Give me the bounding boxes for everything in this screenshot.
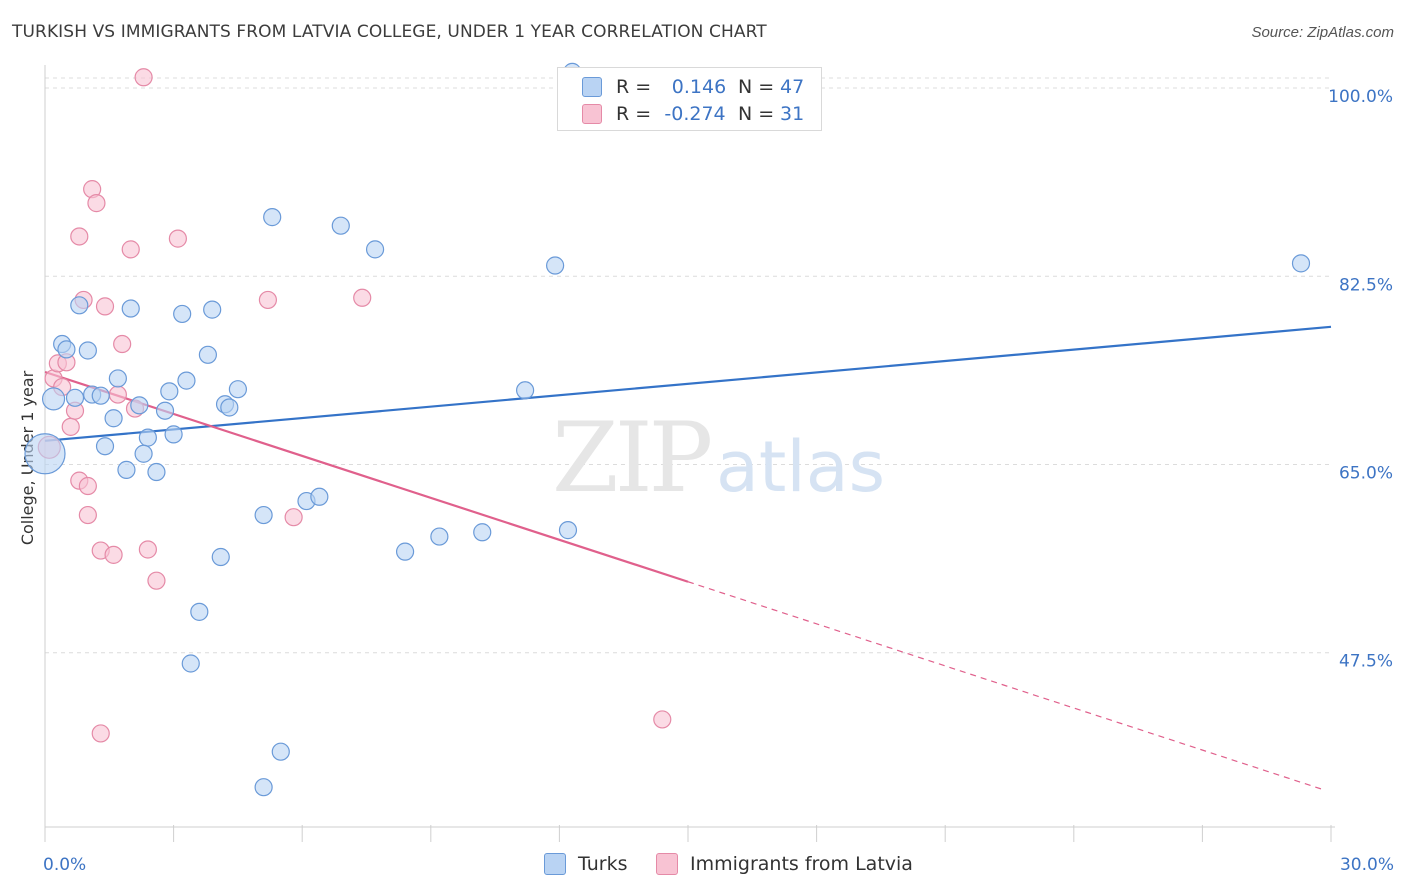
latvia-point	[87, 194, 106, 213]
turks-point	[91, 386, 110, 405]
turks-point	[121, 299, 140, 318]
y-tick-label: 82.5%	[1339, 275, 1393, 295]
turks-point	[473, 523, 492, 542]
latvia-point	[91, 724, 110, 743]
turks-point	[198, 345, 217, 364]
latvia-point	[113, 334, 132, 354]
turks-point	[24, 433, 66, 475]
turks-point	[220, 398, 239, 417]
chart-title: TURKISH VS IMMIGRANTS FROM LATVIA COLLEG…	[12, 22, 767, 42]
turks-point	[177, 371, 196, 390]
turks-trend-line	[44, 325, 1332, 442]
turks-point	[430, 527, 449, 546]
turks-point	[108, 369, 127, 388]
latvia-point	[284, 508, 303, 527]
x-tick-label: 0.0%	[43, 855, 86, 875]
turks-point	[263, 208, 282, 227]
bottom-legend-latvia: Immigrants from Latvia	[656, 852, 913, 876]
legend-row-latvia: R = -0.274 N = 31	[582, 101, 804, 127]
latvia-point	[147, 571, 166, 590]
turks-point	[546, 256, 565, 275]
legend-row-turks: R = 0.146 N = 47	[582, 74, 804, 100]
turks-point	[558, 521, 578, 540]
watermark-zip: ZIP	[552, 402, 711, 514]
latvia-point	[134, 68, 153, 87]
turks-point	[271, 742, 290, 761]
latvia-point	[61, 417, 80, 436]
turks-point	[211, 547, 230, 567]
turks-point	[164, 425, 183, 444]
grid-lines	[45, 77, 1331, 654]
legend-n-value: 31	[780, 103, 805, 125]
turks-point	[134, 444, 153, 463]
latvia-point	[653, 710, 672, 729]
x-tick-label: 30.0%	[1340, 855, 1394, 875]
turks-legend-label: Turks	[578, 853, 628, 875]
latvia-point	[168, 229, 187, 248]
y-tick-label: 65.0%	[1339, 464, 1393, 484]
turks-point	[228, 380, 247, 399]
turks-point	[181, 654, 200, 673]
latvia-point	[353, 288, 372, 307]
turks-point	[70, 296, 89, 315]
turks-point	[203, 300, 222, 319]
latvia-point	[104, 545, 123, 564]
bottom-legend-turks: Turks	[544, 852, 627, 876]
turks-point	[65, 388, 85, 407]
turks-point	[78, 341, 97, 360]
turks-point	[190, 602, 209, 621]
latvia-point	[70, 227, 89, 246]
turks-point	[331, 216, 350, 235]
turks-point	[117, 460, 136, 479]
latvia-point	[108, 385, 127, 404]
turks-point	[516, 381, 535, 400]
turks-point	[104, 409, 123, 428]
turks-point	[130, 396, 149, 415]
legend-r-label: R =	[616, 103, 652, 125]
latvia-points	[37, 68, 672, 743]
legend-r-value: 0.146	[671, 76, 727, 98]
turks-point	[57, 340, 76, 359]
turks-point	[395, 542, 415, 561]
latvia-point	[138, 540, 157, 559]
legend-r-value: -0.274	[664, 103, 726, 125]
turks-legend-swatch	[544, 853, 566, 875]
latvia-point	[78, 476, 97, 496]
turks-point	[147, 462, 166, 482]
legend-n-value: 47	[780, 76, 805, 98]
watermark: ZIP atlas	[552, 402, 885, 514]
watermark-atlas: atlas	[716, 426, 885, 508]
latvia-trend-extension	[687, 581, 1323, 790]
y-tick-label: 47.5%	[1339, 652, 1393, 672]
legend-n-label: N =	[738, 103, 775, 125]
turks-point	[160, 382, 179, 401]
latvia-swatch	[582, 104, 602, 124]
turks-point	[1291, 254, 1311, 273]
turks-point	[138, 428, 157, 447]
turks-point	[254, 778, 273, 797]
latvia-legend-swatch	[656, 853, 678, 875]
tick-labels: 47.5% 65.0% 82.5% 100.0% 0.0% 30.0%	[43, 87, 1394, 875]
turks-point	[173, 304, 192, 324]
legend-r-label: R =	[616, 76, 652, 98]
latvia-legend-label: Immigrants from Latvia	[690, 853, 913, 875]
trend-lines	[44, 325, 1332, 790]
correlation-legend: R = 0.146 N = 47 R = -0.274 N = 31	[557, 67, 822, 131]
turks-swatch	[582, 77, 602, 97]
turks-point	[310, 487, 329, 506]
y-tick-label: 100.0%	[1328, 87, 1393, 107]
turks-point	[95, 437, 115, 456]
latvia-point	[78, 505, 97, 525]
turks-point	[155, 401, 175, 420]
turks-point	[365, 240, 385, 259]
latvia-point	[121, 240, 140, 259]
legend-n-label: N =	[738, 76, 775, 98]
latvia-point	[95, 297, 115, 316]
source-label: Source: ZipAtlas.com	[1251, 24, 1394, 41]
latvia-point	[258, 290, 278, 310]
turks-point	[254, 505, 273, 525]
latvia-trend-line	[44, 370, 689, 583]
turks-point	[41, 387, 66, 411]
